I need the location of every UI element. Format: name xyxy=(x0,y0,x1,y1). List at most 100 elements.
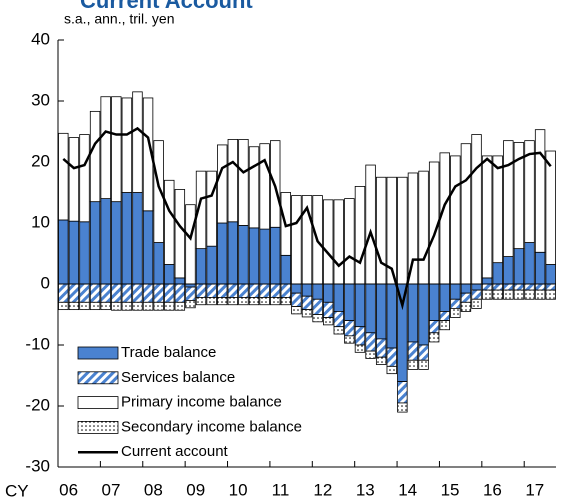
bar-segment xyxy=(185,204,196,285)
bar-segment xyxy=(407,341,419,361)
bar-segment xyxy=(460,143,472,285)
bar-segment xyxy=(471,134,482,285)
bar-segment xyxy=(301,295,313,311)
bar-segment xyxy=(481,155,493,279)
bar-segment xyxy=(503,140,514,257)
bar-segment xyxy=(291,195,302,285)
bar-segment xyxy=(132,192,143,285)
bar-segment xyxy=(322,317,334,326)
bar-segment xyxy=(280,254,292,285)
bar-segment xyxy=(238,297,249,306)
bar-segment xyxy=(407,172,419,285)
bar-segment xyxy=(259,228,270,285)
legend-swatch xyxy=(77,396,119,410)
y-tick-label: -20 xyxy=(25,395,50,414)
bar-segment xyxy=(492,155,503,264)
legend-label: Services balance xyxy=(121,369,235,386)
bar-segment xyxy=(58,301,69,311)
bar-segment xyxy=(227,283,239,298)
bar-segment xyxy=(195,283,207,298)
bar-segment xyxy=(460,283,472,294)
bar-segment xyxy=(471,298,482,309)
bar-segment xyxy=(248,146,260,229)
bar-segment xyxy=(217,297,228,306)
bar-segment xyxy=(397,176,408,285)
bar-segment xyxy=(503,289,514,300)
bar-segment xyxy=(58,132,69,221)
bar-segment xyxy=(545,150,556,265)
legend-label: Primary income balance xyxy=(121,394,282,411)
bar-segment xyxy=(534,289,546,300)
bar-segment xyxy=(460,301,472,312)
x-tick-label: 14 xyxy=(398,480,417,499)
line xyxy=(62,126,552,311)
bar-segment xyxy=(132,91,143,193)
bar-segment xyxy=(354,344,366,353)
bar-segment xyxy=(439,283,450,312)
bar-segment xyxy=(545,264,556,285)
bar-segment xyxy=(450,298,461,309)
bar-segment xyxy=(291,283,302,294)
bar-segment xyxy=(121,283,133,303)
bar-segment xyxy=(164,179,175,265)
bar-segment xyxy=(89,110,101,203)
y-tick-label: -30 xyxy=(25,456,50,475)
bar-segment xyxy=(68,220,80,285)
bar-segment xyxy=(344,283,355,321)
bar-segment xyxy=(450,155,461,285)
bar-segment xyxy=(68,301,80,311)
bar-segment xyxy=(397,283,408,382)
bar-segment xyxy=(206,245,217,285)
bar-segment xyxy=(58,219,69,285)
bar-segment xyxy=(217,222,228,285)
bar-segment xyxy=(174,301,186,311)
bar-segment xyxy=(534,283,546,291)
bar-segment xyxy=(354,185,366,285)
bar-segment xyxy=(291,292,302,307)
bar-segment xyxy=(111,283,122,303)
bar-segment xyxy=(185,300,196,309)
bar-segment xyxy=(132,301,143,311)
bar-segment xyxy=(174,283,186,303)
bar-segment xyxy=(291,306,302,315)
bar-segment xyxy=(142,301,154,311)
bar-segment xyxy=(471,283,482,291)
x-tick-label: 12 xyxy=(313,480,332,499)
x-tick-label: 10 xyxy=(229,480,248,499)
x-tick-label: 07 xyxy=(102,480,121,499)
chart-title: Current Account xyxy=(80,0,253,13)
bar-segment xyxy=(312,298,323,315)
y-tick-label: 10 xyxy=(31,212,50,231)
bar-segment xyxy=(301,309,313,318)
bar-segment xyxy=(312,314,323,323)
bar-segment xyxy=(418,283,429,346)
bar-segment xyxy=(344,198,355,285)
bar-segment xyxy=(238,139,249,226)
bar-segment xyxy=(153,242,164,285)
bar-segment xyxy=(100,96,111,200)
bar-segment xyxy=(206,283,217,298)
bar-segment xyxy=(89,301,101,311)
bar-segment xyxy=(195,248,207,285)
bar-segment xyxy=(492,283,503,291)
bar-segment xyxy=(79,134,90,223)
bar-segment xyxy=(174,189,186,279)
bar-segment xyxy=(354,283,366,328)
bar-segment xyxy=(386,365,397,375)
bar-segment xyxy=(89,201,101,285)
bar-segment xyxy=(418,359,429,370)
bar-segment xyxy=(333,283,344,312)
bar-segment xyxy=(397,402,408,413)
bar-segment xyxy=(439,152,450,285)
bar-segment xyxy=(100,198,111,285)
bar-segment xyxy=(58,283,69,303)
bar-segment xyxy=(545,283,556,291)
x-tick-label: 06 xyxy=(59,480,78,499)
bar-segment xyxy=(460,292,472,303)
x-axis-label: CY xyxy=(5,481,29,500)
bar-segment xyxy=(270,283,281,298)
x-tick-label: 17 xyxy=(525,480,544,499)
bar-segment xyxy=(354,326,366,346)
bar-segment xyxy=(111,301,122,311)
